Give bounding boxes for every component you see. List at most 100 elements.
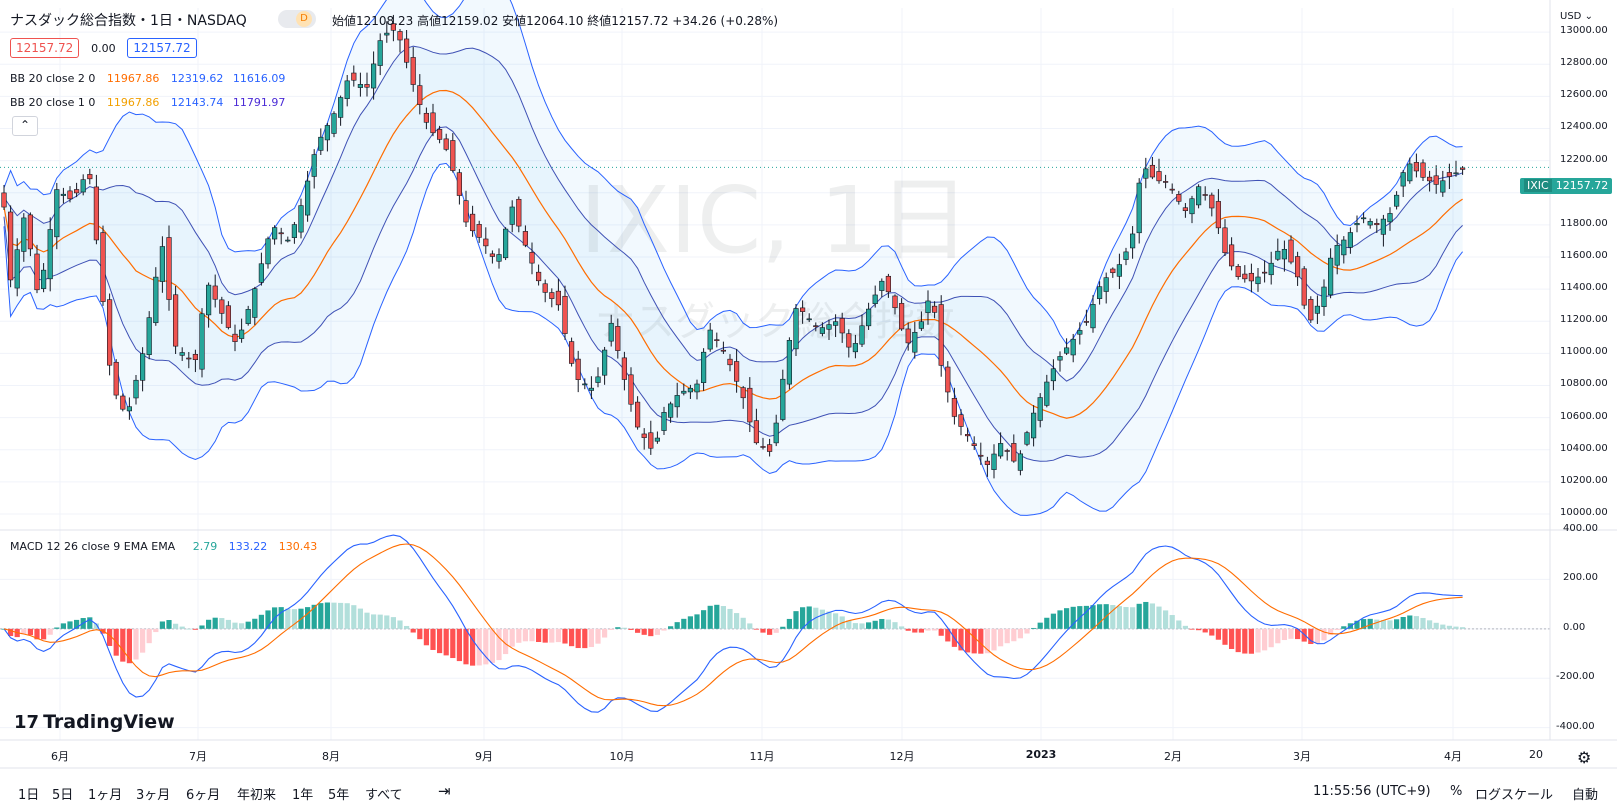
buy-price-box[interactable]: 12157.72: [127, 38, 197, 58]
candle-body: [74, 189, 80, 194]
candle-body: [1136, 182, 1142, 234]
candle-body: [1123, 251, 1129, 260]
tradingview-logo[interactable]: 𝟭𝟳 TradingView: [14, 711, 175, 733]
macd-hist-bar: [892, 622, 898, 629]
candle-body: [1321, 286, 1327, 307]
bb2-lower-line: [3, 162, 1463, 516]
range-button[interactable]: 1日: [18, 788, 40, 803]
legend-bb1-lower: 11791.97: [232, 96, 286, 109]
collapse-legend-button[interactable]: ⌃: [12, 116, 38, 136]
candle-body: [654, 437, 660, 442]
range-button[interactable]: 1ヶ月: [88, 788, 123, 803]
macd-hist-bar: [1235, 628, 1241, 653]
macd-hist-bar: [1064, 608, 1070, 629]
candle-body: [991, 453, 997, 470]
macd-hist-bar: [146, 628, 152, 644]
candle-body: [839, 318, 845, 334]
candle-body: [337, 97, 344, 118]
candle-body: [1130, 233, 1136, 249]
candle-body: [403, 38, 410, 63]
legend-bb2-lower: 11616.09: [232, 72, 286, 85]
candle-body: [997, 443, 1004, 457]
candle-body: [1301, 268, 1307, 306]
legend-bb2[interactable]: BB 20 close 2 0 11967.86 12319.62 11616.…: [10, 72, 293, 85]
macd-hist-bar: [1123, 607, 1129, 629]
range-button[interactable]: 年初来: [237, 788, 277, 803]
macd-hist-bar: [819, 609, 825, 629]
macd-hist-bar: [1427, 620, 1433, 629]
price-axis-label: 11800.00: [1560, 217, 1608, 229]
macd-hist-bar: [1400, 617, 1406, 629]
range-button[interactable]: 1年: [292, 788, 314, 803]
legend-macd[interactable]: MACD 12 26 close 9 EMA EMA 2.79 133.22 1…: [10, 540, 325, 553]
macd-hist-bar: [516, 628, 522, 643]
symbol-title[interactable]: ナスダック総合指数・1日・NASDAQ: [10, 13, 247, 29]
macd-hist-bar: [503, 628, 509, 655]
macd-hist-bar: [404, 625, 410, 629]
macd-hist-bar: [1387, 620, 1393, 629]
legend-macd-line: 133.22: [228, 540, 268, 553]
time-axis-label: 7月: [189, 750, 207, 763]
log-scale-toggle[interactable]: ログスケール: [1475, 788, 1554, 803]
macd-hist-bar: [1255, 628, 1261, 653]
last-price-symbol: IXIC: [1524, 179, 1552, 192]
candle-body: [1011, 443, 1017, 462]
macd-hist-bar: [1354, 620, 1360, 629]
range-button[interactable]: 3ヶ月: [136, 788, 171, 803]
macd-hist-bar: [489, 628, 495, 663]
range-button[interactable]: 5年: [328, 788, 350, 803]
range-button[interactable]: すべて: [365, 788, 403, 803]
candle-body: [47, 229, 53, 280]
macd-hist-bar: [852, 623, 858, 629]
last-price-tag: IXIC 12157.72: [1520, 178, 1613, 194]
candle-body: [806, 318, 812, 321]
spread-value: 0.00: [91, 42, 116, 55]
candle-body: [971, 443, 977, 446]
goto-date-button[interactable]: ⇥: [438, 782, 451, 800]
time-axis-label: 8月: [322, 750, 340, 763]
auto-scale-toggle[interactable]: 自動: [1572, 788, 1599, 803]
candle-body: [1334, 245, 1340, 266]
candle-body: [370, 63, 377, 89]
legend-bb2-label: BB 20 close 2 0: [10, 72, 96, 85]
ohlc-readout: 始値12108.23 高値12159.02 安値12064.10 終値12157…: [332, 14, 779, 28]
macd-hist-bar: [529, 628, 535, 642]
candle-body: [912, 331, 918, 353]
chart-settings-button[interactable]: ⚙: [1577, 748, 1591, 767]
sell-price-box[interactable]: 12157.72: [10, 38, 80, 58]
candle-body: [931, 305, 938, 313]
range-button[interactable]: 5日: [52, 788, 74, 803]
macd-hist-bar: [674, 622, 680, 629]
candle-body: [667, 403, 674, 418]
macd-hist-bar: [1037, 622, 1043, 629]
timezone-clock[interactable]: 11:55:56 (UTC+9): [1313, 784, 1431, 799]
candle-body: [1017, 453, 1023, 471]
macd-hist-bar: [1341, 626, 1347, 629]
candle-body: [898, 303, 905, 330]
tv-logo-icon: 𝟭𝟳: [14, 712, 40, 733]
legend-bb1[interactable]: BB 20 close 1 0 11967.86 12143.74 11791.…: [10, 96, 293, 109]
macd-hist-bar: [681, 618, 687, 629]
candle-body: [1433, 175, 1439, 185]
price-axis-label: 10600.00: [1560, 410, 1608, 422]
macd-hist-bar: [397, 620, 403, 629]
candle-body: [1037, 397, 1043, 421]
percent-scale-toggle[interactable]: %: [1450, 784, 1463, 799]
macd-hist-bar: [1314, 628, 1320, 644]
legend-bb1-upper: 12143.74: [170, 96, 224, 109]
interval-toggle[interactable]: D: [278, 10, 316, 28]
bollinger-fill: [4, 0, 1463, 516]
signal-line: [3, 543, 1463, 707]
macd-hist-bar: [1057, 610, 1063, 629]
range-button[interactable]: 6ヶ月: [186, 788, 221, 803]
macd-hist-bar: [984, 628, 990, 654]
currency-selector[interactable]: USD ⌄: [1560, 11, 1593, 22]
price-axis-label: 11400.00: [1560, 282, 1608, 294]
candle-body: [1248, 272, 1254, 282]
candle-body: [700, 351, 707, 383]
candle-body: [159, 246, 166, 282]
legend-bb2-upper: 12319.62: [170, 72, 224, 85]
calendar-arrow-icon: ⇥: [438, 782, 451, 800]
macd-hist-bar: [311, 604, 317, 629]
